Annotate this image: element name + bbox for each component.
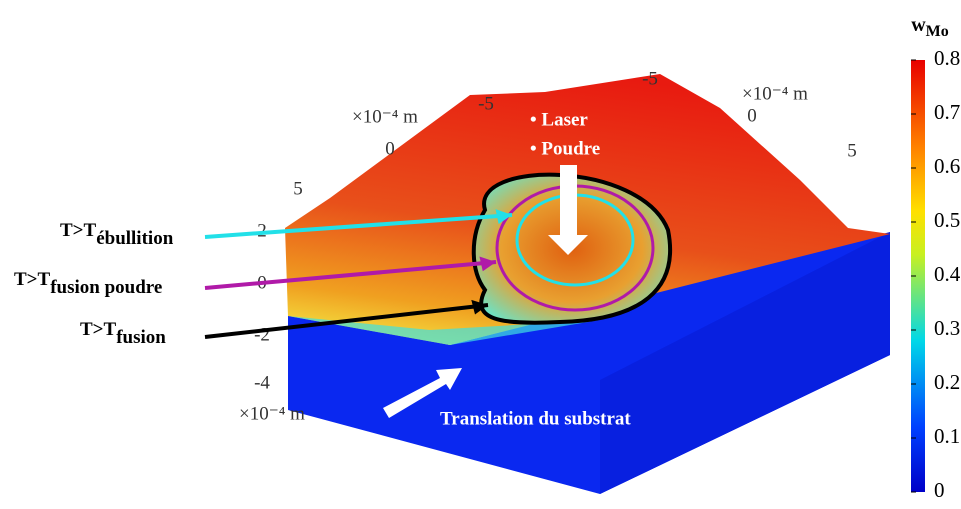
colorbar-tick-label: 0.4	[934, 262, 961, 286]
pointer-head	[495, 209, 512, 224]
axis-unit: ×10⁻⁴ m	[742, 83, 808, 104]
legend-label: T>Tfusion	[80, 319, 166, 348]
pointer-head	[479, 256, 496, 272]
colorbar-tick-label: 0.5	[934, 208, 960, 232]
colorbar-tick-label: 0.8	[934, 46, 960, 70]
legend-label-main: T>T	[60, 220, 96, 241]
axis-tick-label: 5	[293, 178, 303, 199]
axis-tick-label: -5	[478, 93, 494, 114]
legend-label: T>Tfusion poudre	[14, 269, 162, 298]
translation-label: Translation du substrat	[440, 408, 631, 429]
pointer-line	[204, 213, 513, 239]
pointer-line	[204, 303, 489, 339]
legend-label-sub: fusion	[116, 327, 166, 348]
axis-tick-label: 0	[747, 105, 757, 126]
axis-tick-label: 2	[257, 220, 267, 241]
colorbar-label: wMo	[911, 14, 949, 40]
colorbar-tick-label: 0.6	[934, 154, 960, 178]
colorbar-tick-label: 0.1	[934, 424, 960, 448]
pointer-head	[471, 299, 488, 315]
legend-label-main: T>T	[14, 269, 50, 290]
legend-label: T>Tébullition	[60, 220, 174, 249]
legend-label-main: T>T	[80, 319, 116, 340]
colorbar-tick-label: 0.7	[934, 100, 960, 124]
colorbar-tick-label: 0	[934, 478, 945, 502]
axis-tick-label: -2	[254, 324, 270, 345]
legend-label-sub: ébullition	[96, 228, 174, 249]
legend-label-sub: fusion poudre	[50, 277, 162, 298]
substrate-block	[285, 74, 890, 494]
colorbar-tick-label: 0.2	[934, 370, 960, 394]
pointer-line	[204, 260, 497, 290]
axis-tick-label: 0	[385, 138, 395, 159]
poudre-label: • Poudre	[530, 138, 600, 159]
axis-tick-label: -4	[254, 372, 270, 393]
axis-tick-label: 5	[847, 140, 857, 161]
axis-unit: ×10⁻⁴ m	[239, 403, 305, 424]
axis-unit: ×10⁻⁴ m	[352, 106, 418, 127]
colorbar-tick-label: 0.3	[934, 316, 960, 340]
laser-label: • Laser	[530, 109, 588, 130]
axis-tick-label: -5	[642, 68, 658, 89]
